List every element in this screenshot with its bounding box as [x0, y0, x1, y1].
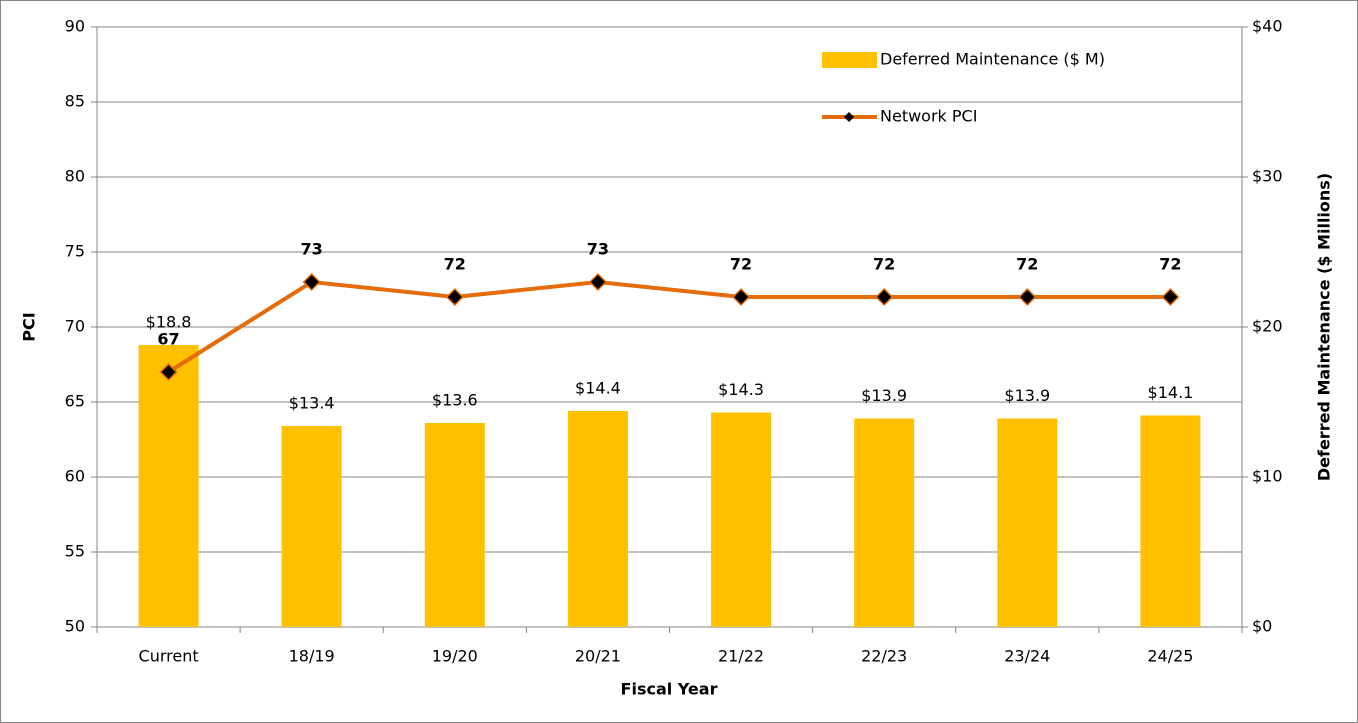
line-value-label: 72 — [1159, 255, 1181, 274]
bar-value-label: $13.6 — [432, 391, 478, 410]
line-value-label: 72 — [1016, 255, 1038, 274]
line — [167, 279, 1171, 374]
bar-value-label: $13.9 — [861, 386, 907, 405]
legend-label: Deferred Maintenance ($ M) — [880, 50, 1105, 69]
y-tick-label: 60 — [65, 467, 85, 486]
line-value-label: 72 — [444, 255, 466, 274]
line-value-label: 67 — [157, 330, 179, 349]
y2-tick-label: $20 — [1252, 317, 1283, 336]
y2-tick-label: $30 — [1252, 167, 1283, 186]
bar — [424, 423, 485, 627]
line-marker — [875, 287, 894, 307]
bar — [854, 418, 915, 627]
line-marker — [159, 362, 178, 382]
legend-marker — [844, 112, 854, 122]
line-marker — [1018, 287, 1037, 307]
y2-tick-label: $10 — [1252, 467, 1283, 486]
bar-value-label: $13.4 — [289, 394, 335, 413]
y-tick-label: 80 — [65, 167, 85, 186]
bar-value-label: $14.4 — [575, 379, 621, 398]
x-tick-label: 18/19 — [289, 647, 335, 666]
y2-tick-label: $40 — [1252, 17, 1283, 36]
line-value-label: 73 — [301, 240, 323, 259]
y2-tick-label: $0 — [1252, 617, 1272, 636]
line-marker — [445, 287, 464, 307]
x-tick-label: 19/20 — [432, 647, 478, 666]
x-tick-label: Current — [139, 647, 199, 666]
y-tick-label: 75 — [65, 242, 85, 261]
x-tick-label: 22/23 — [861, 647, 907, 666]
legend-label: Network PCI — [880, 107, 977, 126]
line-marker — [1161, 287, 1180, 307]
bar — [138, 345, 199, 627]
x-tick-label: 23/24 — [1004, 647, 1050, 666]
bar — [281, 426, 342, 627]
y-tick-label: 70 — [65, 317, 85, 336]
y2-axis-title: Deferred Maintenance ($ Millions) — [1315, 173, 1334, 481]
line-marker — [732, 287, 751, 307]
y-tick-label: 90 — [65, 17, 85, 36]
bar — [567, 411, 628, 627]
bar-value-label: $14.3 — [718, 380, 764, 399]
x-tick-label: 20/21 — [575, 647, 621, 666]
y-tick-label: 55 — [65, 542, 85, 561]
line-value-label: 73 — [587, 240, 609, 259]
line-marker — [588, 272, 607, 292]
legend-swatch — [822, 52, 877, 68]
y-tick-label: 65 — [65, 392, 85, 411]
line-value-label: 72 — [730, 255, 752, 274]
bar — [1140, 415, 1201, 627]
y-tick-label: 50 — [65, 617, 85, 636]
bar-value-label: $18.8 — [146, 313, 192, 332]
bar — [997, 418, 1058, 627]
line-marker — [302, 272, 321, 292]
y-axis-title: PCI — [20, 312, 39, 341]
bar-value-label: $13.9 — [1004, 386, 1050, 405]
bar — [711, 412, 772, 627]
y-tick-label: 85 — [65, 92, 85, 111]
x-tick-label: 21/22 — [718, 647, 764, 666]
bar-value-label: $14.1 — [1148, 383, 1194, 402]
x-tick-label: 24/25 — [1147, 647, 1193, 666]
line-value-label: 72 — [873, 255, 895, 274]
x-axis-title: Fiscal Year — [621, 680, 718, 699]
